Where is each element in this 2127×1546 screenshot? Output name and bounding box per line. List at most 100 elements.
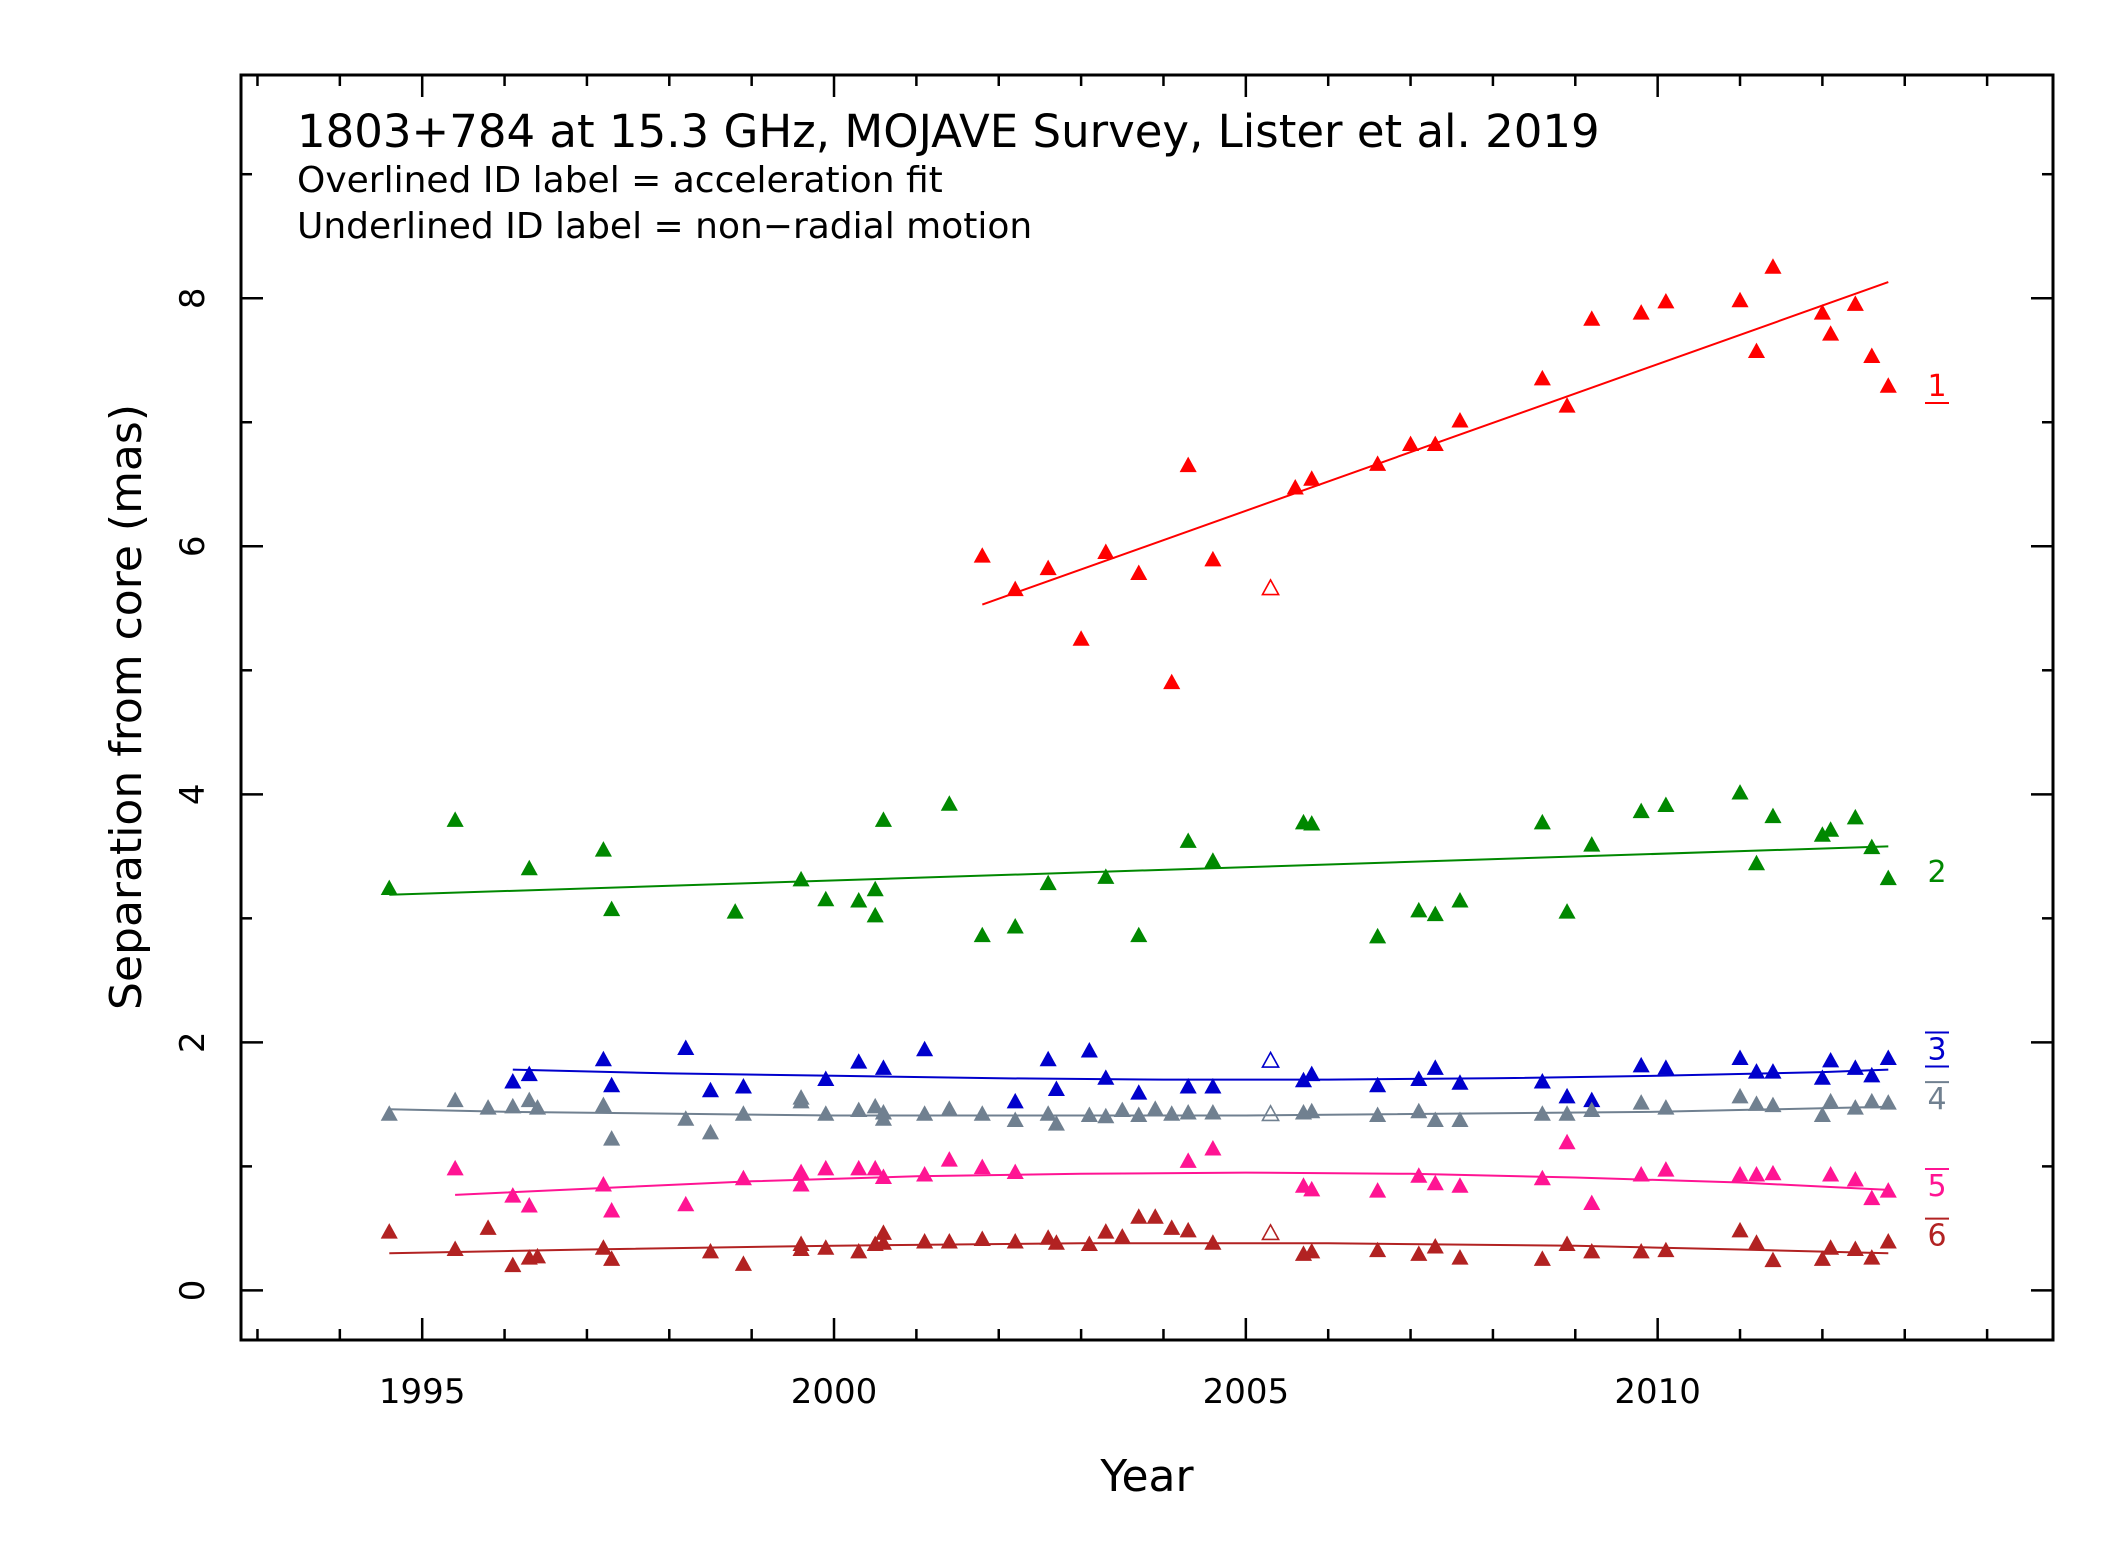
data-point-3 <box>1303 1065 1321 1082</box>
data-point-3 <box>1451 1074 1469 1090</box>
data-point-5 <box>1632 1166 1650 1182</box>
data-point-1 <box>1879 377 1897 393</box>
data-point-3 <box>1047 1080 1065 1096</box>
data-point-6 <box>594 1239 612 1255</box>
y-tick-label: 0 <box>173 1280 213 1302</box>
data-point-6 <box>1846 1240 1864 1256</box>
data-point-5 <box>520 1197 538 1213</box>
data-point-3 <box>1822 1051 1840 1068</box>
data-point-2 <box>1533 813 1551 830</box>
data-point-4 <box>1764 1096 1782 1113</box>
data-point-6 <box>1657 1241 1675 1258</box>
data-point-4 <box>1426 1111 1444 1127</box>
data-point-5 <box>1410 1167 1428 1183</box>
data-point-3 <box>1583 1091 1601 1108</box>
data-point-6 <box>1113 1228 1131 1244</box>
data-point-5 <box>1863 1189 1881 1206</box>
data-point-1 <box>1846 295 1864 311</box>
data-point-4 <box>1863 1092 1881 1109</box>
data-point-2 <box>1558 903 1576 919</box>
data-point-4 <box>479 1099 497 1115</box>
fit-line-3 <box>512 1068 1889 1081</box>
data-point-1 <box>973 547 991 563</box>
data-point-4 <box>1113 1101 1131 1118</box>
data-point-2 <box>594 841 612 857</box>
data-point-5 <box>1822 1166 1840 1182</box>
legend-note-underline: Underlined ID label = non−radial motion <box>297 206 1032 247</box>
data-point-3 <box>1731 1049 1749 1065</box>
data-point-6 <box>479 1219 497 1235</box>
data-point-6 <box>1097 1223 1115 1239</box>
data-point-4 <box>528 1099 547 1115</box>
data-point-5 <box>792 1175 810 1192</box>
fit-line-5 <box>455 1171 1889 1196</box>
data-point-4 <box>866 1097 884 1114</box>
data-point-4 <box>1558 1105 1576 1121</box>
data-point-2 <box>850 891 868 908</box>
x-axis-label: Year <box>1099 1451 1194 1502</box>
data-point-6 <box>1747 1234 1766 1250</box>
data-point-4 <box>594 1096 612 1113</box>
data-point-6 <box>1163 1219 1181 1235</box>
x-tick-label: 2010 <box>1614 1372 1701 1412</box>
data-point-2 <box>1426 905 1444 922</box>
data-point-1 <box>1583 310 1601 326</box>
data-point-5 <box>1879 1182 1897 1198</box>
data-point-6 <box>973 1230 991 1247</box>
data-point-2 <box>1410 901 1428 918</box>
data-point-5 <box>973 1158 991 1175</box>
data-point-2 <box>1451 891 1469 908</box>
data-point-5 <box>446 1159 464 1176</box>
data-point-1 <box>1632 304 1650 320</box>
data-point-3 <box>1632 1056 1650 1073</box>
data-point-3 <box>1426 1059 1444 1075</box>
plot-frame <box>239 73 2055 1342</box>
data-point-4 <box>1369 1106 1387 1123</box>
data-point-3 <box>874 1059 892 1075</box>
data-point-3 <box>850 1053 868 1069</box>
data-point-6 <box>1039 1229 1057 1245</box>
data-point-5 <box>1451 1177 1469 1193</box>
data-point-6 <box>940 1233 958 1249</box>
data-point-2 <box>380 879 398 896</box>
data-point-5 <box>677 1195 695 1212</box>
data-point-5 <box>594 1175 612 1192</box>
data-point-2 <box>1731 784 1749 800</box>
data-point-1 <box>1764 258 1782 274</box>
data-point-1 <box>1204 550 1222 567</box>
data-point-4 <box>380 1105 398 1121</box>
data-point-6 <box>1822 1239 1840 1255</box>
data-point-4 <box>916 1105 934 1121</box>
data-point-3 <box>916 1040 934 1057</box>
data-point-4 <box>1303 1102 1321 1119</box>
data-point-6 <box>1813 1250 1831 1266</box>
data-point-3 <box>1533 1073 1551 1089</box>
data-point-4 <box>1006 1111 1024 1127</box>
data-point-4 <box>940 1100 958 1116</box>
data-point-3 <box>1846 1059 1864 1075</box>
data-point-1 <box>1039 559 1057 576</box>
y-tick-label: 8 <box>173 287 213 309</box>
data-point-3 <box>734 1078 752 1094</box>
data-point-3 <box>1558 1087 1576 1104</box>
data-point-1 <box>1369 455 1387 471</box>
component-labels: 1 2 3 4 5 6 <box>1925 369 1949 1254</box>
x-tick-label: 1995 <box>379 1372 466 1412</box>
component-label-3: 3 <box>1927 1033 1946 1068</box>
data-point-5 <box>1731 1166 1749 1182</box>
data-point-4 <box>1879 1094 1897 1110</box>
data-point-3 <box>1657 1059 1675 1075</box>
data-point-4 <box>1179 1104 1197 1120</box>
data-point-6 <box>1863 1249 1881 1265</box>
data-point-4 <box>1080 1106 1098 1123</box>
data-point-3 <box>1179 1078 1197 1094</box>
fit-line-6 <box>389 1242 1889 1255</box>
data-point-1 <box>1006 580 1024 597</box>
data-point-1 <box>1179 456 1197 473</box>
data-point-1 <box>1533 369 1551 386</box>
data-point-2 <box>1863 838 1881 855</box>
data-point-1 <box>1163 673 1181 690</box>
data-point-4 <box>1451 1111 1469 1127</box>
data-point-5 <box>817 1159 835 1176</box>
data-point-2 <box>1583 836 1601 852</box>
